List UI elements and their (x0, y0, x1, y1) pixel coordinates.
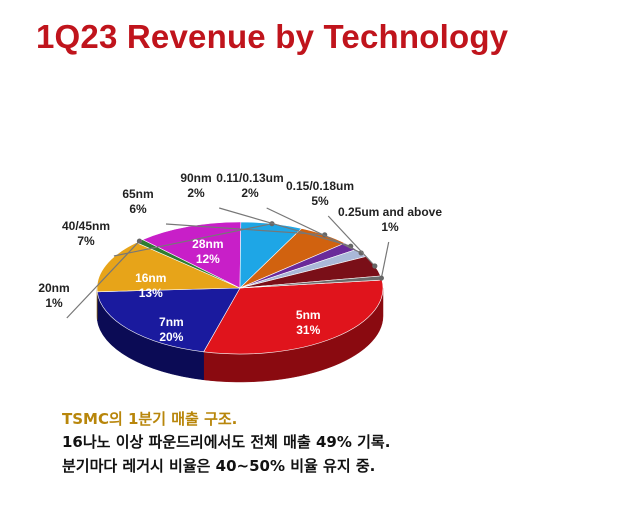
label-name-20nm: 20nm (38, 281, 69, 295)
leader-dot-0-25um-and-above (378, 275, 384, 281)
label-name-65nm: 65nm (122, 187, 153, 201)
caption-line-3: 분기마다 레거시 비율은 40~50% 비율 유지 중. (62, 457, 376, 475)
revenue-pie-chart: 5nm31%7nm20%16nm13%20nm1%28nm12%40/45nm7… (38, 171, 442, 383)
page-title: 1Q23 Revenue by Technology (36, 18, 509, 55)
pie-leader-lines (66, 207, 390, 319)
label-value-16nm: 13% (139, 286, 163, 300)
caption: TSMC의 1분기 매출 구조. 16나노 이상 파운드리에서도 전체 매출 4… (62, 408, 390, 478)
label-name-90nm: 90nm (180, 171, 211, 185)
slice-7nm (96, 287, 241, 353)
leader-0-11-0-13um (266, 207, 362, 254)
label-name-7nm: 7nm (159, 315, 184, 329)
label-value-90nm: 2% (187, 186, 205, 200)
pie-top-faces (96, 221, 384, 355)
label-name-40-45nm: 40/45nm (62, 219, 110, 233)
label-value-0-15-0-18um: 5% (311, 194, 329, 208)
label-value-0-11-0-13um: 2% (241, 186, 259, 200)
slice-16nm (96, 242, 241, 293)
leader-dot-0-11-0-13um (358, 250, 364, 256)
label-value-28nm: 12% (196, 252, 220, 266)
label-name-0-11-0-13um: 0.11/0.13um (216, 171, 283, 185)
label-value-40-45nm: 7% (77, 234, 95, 248)
label-value-5nm: 31% (296, 323, 320, 337)
caption-line-1: TSMC의 1분기 매출 구조. (62, 410, 238, 428)
label-value-7nm: 20% (159, 330, 183, 344)
label-name-5nm: 5nm (296, 308, 321, 322)
leader-dot-0-15-0-18um (372, 263, 378, 269)
leader-90nm (219, 207, 351, 247)
leader-dot-20nm (136, 238, 143, 244)
slice-28nm (141, 221, 242, 289)
leader-0-25um-and-above (380, 241, 390, 279)
leader-20nm (66, 240, 140, 319)
leader-65nm (165, 223, 325, 236)
slice-5nm (203, 279, 384, 355)
label-name-0-15-0-18um: 0.15/0.18um (286, 179, 354, 193)
label-value-0-25um-and-above: 1% (381, 220, 399, 234)
leader-0-15-0-18um (327, 215, 376, 267)
label-value-65nm: 6% (129, 202, 147, 216)
caption-line-2: 16나노 이상 파운드리에서도 전체 매출 49% 기록. (62, 433, 391, 451)
pie-labels: 5nm31%7nm20%16nm13%20nm1%28nm12%40/45nm7… (38, 171, 442, 344)
label-name-28nm: 28nm (192, 237, 223, 251)
label-name-0-25um-and-above: 0.25um and above (338, 205, 442, 219)
label-value-20nm: 1% (45, 296, 63, 310)
label-name-16nm: 16nm (135, 271, 166, 285)
